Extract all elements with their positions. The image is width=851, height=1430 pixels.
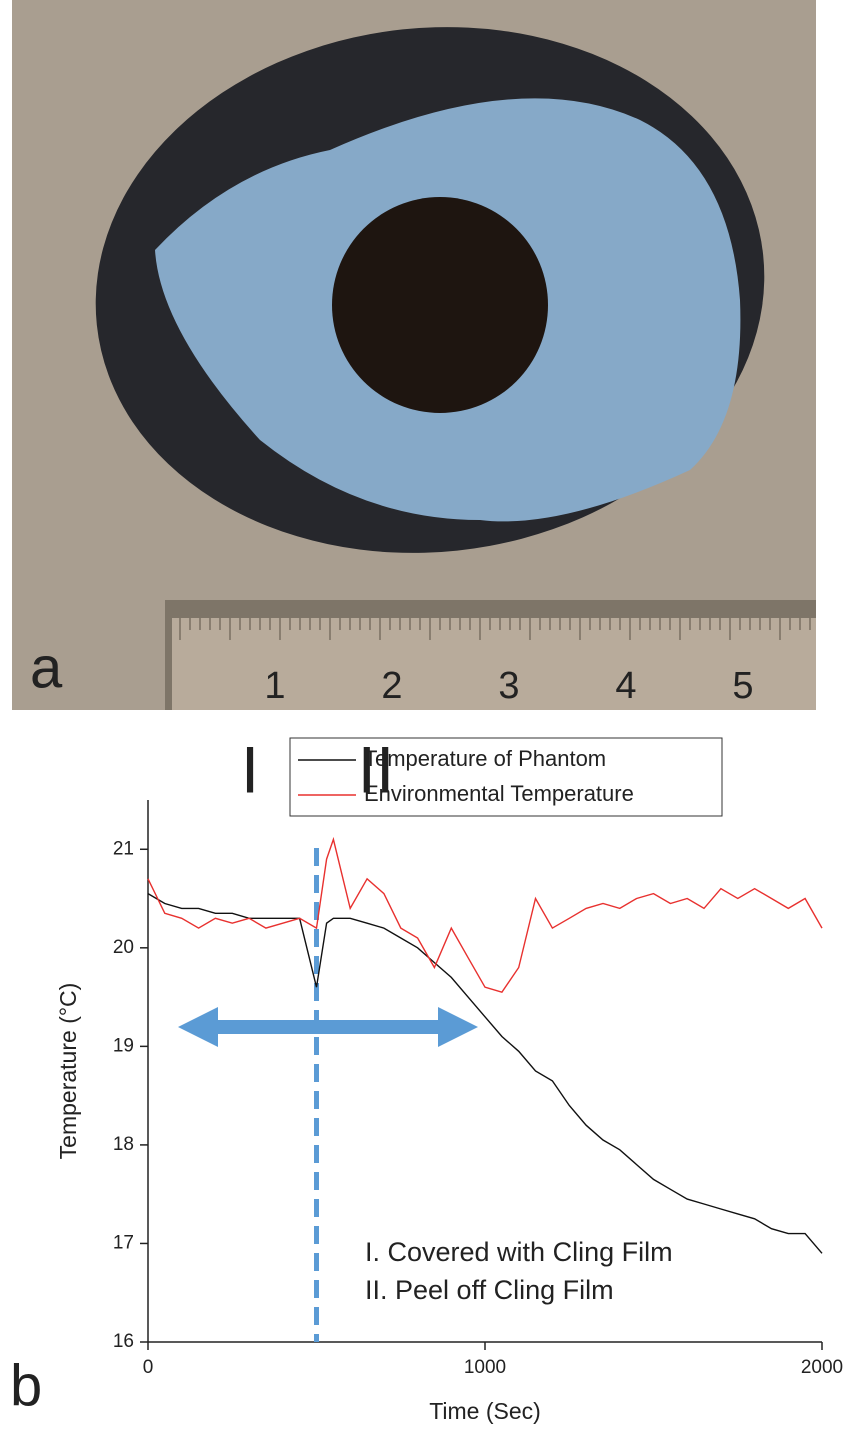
ruler: [172, 618, 816, 710]
legend-label: Temperature of Phantom: [364, 746, 606, 771]
x-tick-label: 2000: [801, 1357, 843, 1378]
ruler-label: 1: [264, 665, 285, 707]
panel-label: a: [30, 635, 63, 700]
x-tick-label: 0: [143, 1357, 154, 1378]
y-tick-label: 19: [113, 1035, 134, 1056]
y-tick-label: 21: [113, 838, 134, 859]
y-tick-label: 20: [113, 937, 134, 958]
legend-label: Environmental Temperature: [364, 781, 634, 806]
y-axis-title: Temperature (°C): [55, 983, 81, 1160]
y-tick-label: 17: [113, 1232, 134, 1253]
phase-arrow: [178, 1007, 478, 1047]
ruler-label: 2: [381, 665, 402, 707]
ruler-label: 4: [615, 665, 636, 707]
phase-label: II: [358, 732, 395, 806]
data-line: [147, 892, 823, 1254]
photo: a: [12, 0, 816, 710]
y-tick-label: 16: [113, 1331, 134, 1352]
x-tick-label: 1000: [464, 1357, 506, 1378]
data-line: [147, 836, 823, 994]
legend-box: [289, 737, 723, 817]
ruler-label: 5: [732, 665, 753, 707]
legend: [289, 737, 723, 817]
phantom-core: [332, 197, 548, 413]
y-tick-label: 18: [113, 1134, 134, 1155]
annotation: I. Covered with Cling Film: [365, 1237, 673, 1267]
annotation: II. Peel off Cling Film: [365, 1275, 614, 1305]
phase-label: I: [241, 732, 259, 806]
ruler-label: 3: [498, 665, 519, 707]
panel-label: b: [10, 1353, 42, 1418]
x-axis-title: Time (Sec): [429, 1398, 541, 1424]
